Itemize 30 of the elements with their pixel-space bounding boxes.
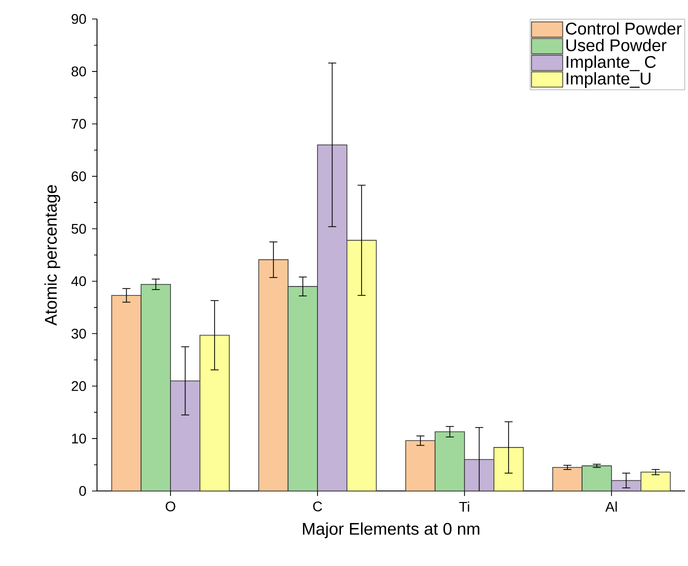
y-tick-label: 40: [71, 276, 86, 286]
y-tick-label: 60: [72, 171, 86, 182]
bar: [288, 286, 318, 491]
bar: [346, 240, 377, 491]
legend-label: Implante_U: [566, 72, 650, 88]
bar: [582, 465, 612, 491]
bar: [611, 480, 642, 491]
bar: [170, 380, 200, 491]
x-axis-title: Major Elements at 0 nm: [302, 522, 480, 538]
y-tick-label: 0: [79, 486, 86, 496]
legend-label: Used Powder: [566, 38, 666, 52]
y-tick-label: 70: [72, 118, 86, 129]
legend-label: Control Powder: [566, 22, 682, 35]
y-tick-label: 90: [72, 14, 86, 24]
y-tick-label: 10: [72, 434, 86, 444]
bar: [140, 284, 171, 491]
y-axis-title: Atomic percentage: [44, 185, 60, 326]
bar: [434, 431, 465, 491]
x-tick-label: C: [313, 501, 322, 512]
x-tick-label: Ti: [459, 501, 470, 512]
y-tick-label: 80: [72, 66, 86, 76]
y-tick-label: 30: [72, 328, 86, 339]
x-tick-label: O: [166, 501, 176, 512]
legend-label: Implante_ C: [566, 56, 656, 72]
x-tick-label: Al: [605, 501, 617, 512]
y-tick-label: 50: [72, 224, 86, 234]
bar: [317, 144, 348, 491]
bar: [200, 334, 230, 491]
bar: [640, 472, 671, 491]
y-tick-label: 20: [72, 381, 86, 392]
